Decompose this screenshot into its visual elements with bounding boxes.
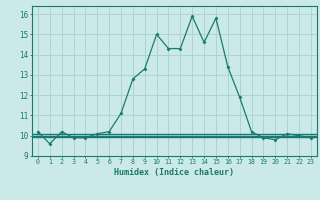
X-axis label: Humidex (Indice chaleur): Humidex (Indice chaleur) [115, 168, 234, 177]
